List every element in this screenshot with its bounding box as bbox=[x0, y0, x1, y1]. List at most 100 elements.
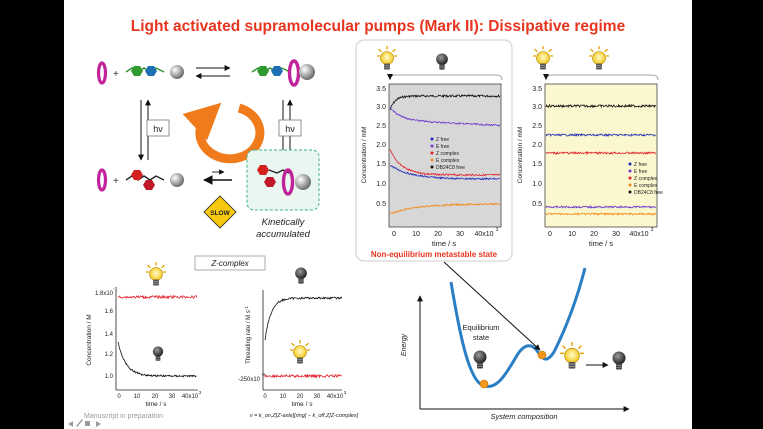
center-ytick: 0.5 bbox=[376, 201, 386, 208]
legend-e-free: E free bbox=[436, 144, 450, 150]
conc-ytick: 1.2 bbox=[105, 352, 114, 358]
center-chart-panel: 3.5 3.0 2.5 2.0 1.5 1.0 0.5 0 10 20 30 4… bbox=[355, 39, 513, 262]
center-ytick: 2.5 bbox=[376, 123, 386, 130]
e-axle-icon bbox=[125, 65, 184, 79]
right-xtick-exponent: 3 bbox=[651, 227, 654, 233]
kinetic-label-line2: accumulated bbox=[256, 229, 311, 240]
e-complex-trace bbox=[389, 202, 501, 215]
right-ytick: 1.0 bbox=[532, 181, 542, 188]
e-free-trace bbox=[389, 106, 501, 127]
next-arrow-icon[interactable] bbox=[96, 421, 101, 427]
threading-rate-chart: -250x10 -9 0 10 20 30 40x10 3 time / s T… bbox=[238, 267, 347, 408]
threading-rate-series bbox=[264, 296, 343, 379]
center-ytick: 3.5 bbox=[376, 86, 386, 93]
rate-xtick: 30 bbox=[314, 394, 321, 400]
rate-xtick: 40x10 bbox=[327, 394, 344, 400]
rate-light-trace bbox=[264, 373, 343, 379]
z-complex-box bbox=[246, 149, 320, 211]
equilibrium-ball bbox=[479, 379, 489, 389]
conc-xtick: 40x10 bbox=[182, 394, 199, 400]
right-ytick: 1.5 bbox=[532, 161, 542, 168]
energy-xlabel: System composition bbox=[490, 412, 557, 421]
ring-icon bbox=[96, 61, 108, 85]
hv-label-left: hν bbox=[153, 124, 163, 134]
rate-xlabel: time / s bbox=[292, 401, 314, 408]
conc-ytick: 1.0 bbox=[105, 374, 114, 380]
legend-db24c8-free: DB24C8 free bbox=[436, 165, 465, 171]
conc-ytick: 1.4 bbox=[105, 332, 114, 338]
slow-sign: SLOW bbox=[203, 195, 237, 229]
slide-graphics: + bbox=[68, 39, 663, 427]
right-xtick: 40x10 bbox=[629, 231, 648, 238]
equilibrium-label-line1: Equilibrium bbox=[462, 323, 499, 332]
concentration-series bbox=[117, 294, 197, 378]
z-free-trace bbox=[389, 165, 500, 181]
conc-xtick: 10 bbox=[134, 394, 141, 400]
e-complex-trace bbox=[545, 212, 656, 217]
center-plot-series bbox=[389, 94, 501, 215]
cycle-arrow-icon bbox=[182, 102, 265, 164]
right-ytick: 3.5 bbox=[532, 86, 542, 93]
hv-label-right: hν bbox=[285, 124, 295, 134]
z-complex-trace bbox=[545, 150, 657, 156]
conc-ytick: 1.6 bbox=[105, 309, 114, 315]
legend-z-free: Z free bbox=[634, 162, 647, 168]
conc-xtick: 0 bbox=[117, 394, 121, 400]
conc-xtick-exponent: 3 bbox=[199, 390, 202, 395]
legend-e-free: E free bbox=[634, 169, 648, 175]
right-xlabel: time / s bbox=[589, 239, 613, 248]
lightbulb-on-icon bbox=[290, 340, 310, 365]
legend-e-complex: E complex bbox=[436, 158, 460, 164]
center-ytick: 2.0 bbox=[376, 142, 386, 149]
conc-ylabel: Concentration / M bbox=[86, 314, 93, 365]
legend-z-complex: Z complex bbox=[634, 176, 658, 182]
lightbulb-off-icon bbox=[473, 350, 487, 369]
right-xtick: 0 bbox=[548, 231, 552, 238]
metastable-ball bbox=[537, 350, 547, 360]
center-xtick: 30 bbox=[456, 231, 464, 238]
lightbulb-on-icon bbox=[589, 46, 609, 71]
rate-xtick: 10 bbox=[280, 394, 287, 400]
right-ytick: 0.5 bbox=[532, 201, 542, 208]
conc-ytick: 1.8x10 bbox=[95, 291, 114, 297]
energy-ylabel: Energy bbox=[401, 333, 408, 356]
zcomplex-label-box: Z-complex bbox=[194, 255, 266, 271]
lightbulb-off-icon bbox=[612, 351, 626, 370]
svg-text:+: + bbox=[113, 176, 119, 187]
conc-ytick-exponent: -3 bbox=[113, 286, 117, 291]
z-complex-light-trace bbox=[117, 294, 197, 300]
energy-curve bbox=[449, 267, 587, 388]
rate-ytick: -250x10 bbox=[238, 377, 260, 383]
right-ytick: 2.0 bbox=[532, 142, 542, 149]
center-chart-caption: Non-equilibrium metastable state bbox=[371, 250, 498, 259]
rate-dark-trace bbox=[264, 296, 343, 341]
reaction-scheme: + bbox=[96, 59, 320, 240]
center-xlabel: time / s bbox=[432, 239, 456, 248]
slide-title: Light activated supramolecular pumps (Ma… bbox=[130, 18, 626, 35]
e-free-trace bbox=[545, 204, 656, 209]
prev-arrow-icon[interactable] bbox=[68, 421, 73, 427]
pen-icon[interactable] bbox=[76, 419, 83, 427]
rate-xtick: 20 bbox=[297, 394, 304, 400]
db24c8-free-trace bbox=[545, 103, 656, 109]
right-plot-series bbox=[545, 103, 657, 217]
slides-icon[interactable] bbox=[85, 421, 90, 426]
conc-xtick: 20 bbox=[152, 394, 159, 400]
rate-equation: v = k_on,Z[Z-axle][ring] − k_off,Z[Z-com… bbox=[250, 413, 359, 419]
center-xtick: 0 bbox=[392, 231, 396, 238]
rate-xtick: 0 bbox=[263, 394, 267, 400]
svg-text:+: + bbox=[113, 69, 119, 80]
equilibrium-label-line2: state bbox=[473, 333, 489, 342]
e-complex-icon bbox=[251, 59, 315, 87]
slide-nav-controls[interactable] bbox=[68, 419, 101, 427]
conc-xtick: 30 bbox=[169, 394, 176, 400]
svg-text:SLOW: SLOW bbox=[210, 210, 230, 217]
right-xtick: 10 bbox=[568, 231, 576, 238]
rate-ylabel: Threading rate / M s-1 bbox=[244, 306, 252, 364]
center-xtick-exponent: 3 bbox=[496, 227, 499, 233]
right-ylabel: Concentration / mM bbox=[517, 127, 524, 184]
lightbulb-off-icon bbox=[152, 346, 164, 362]
center-plot-area bbox=[388, 83, 502, 228]
lightbulb-off-icon bbox=[294, 267, 308, 284]
